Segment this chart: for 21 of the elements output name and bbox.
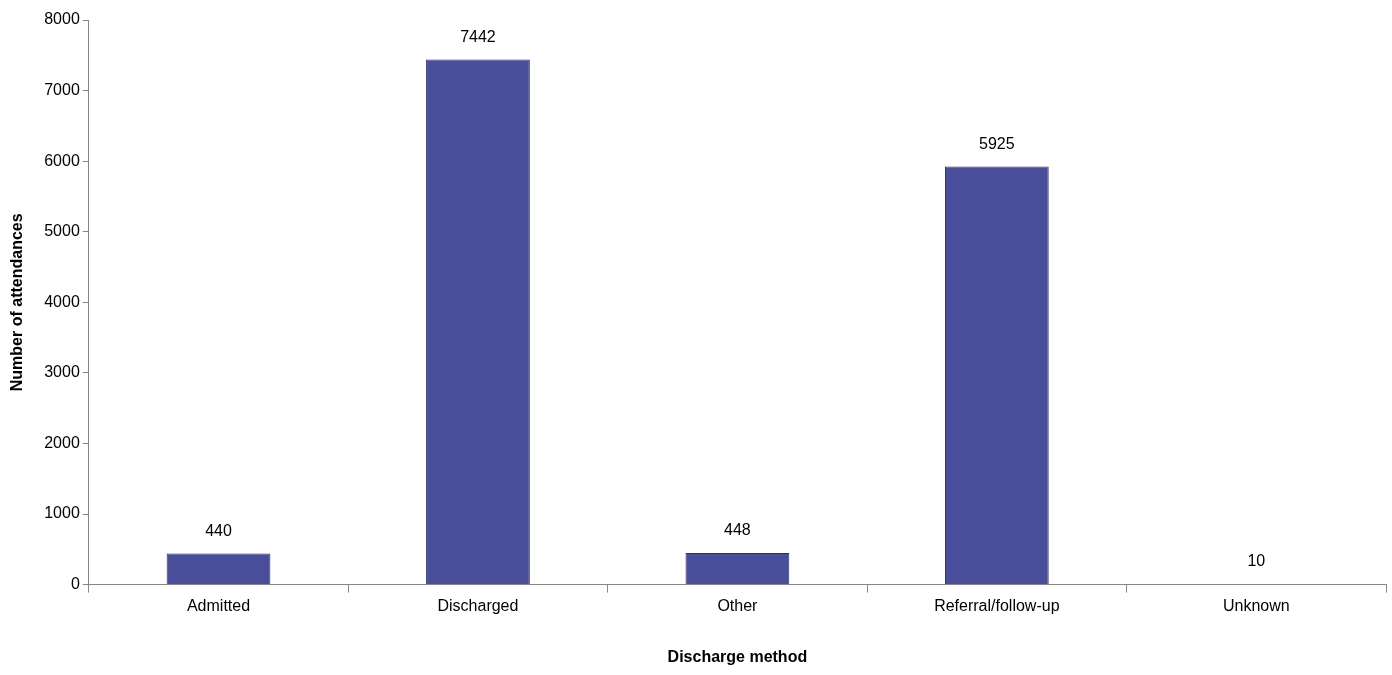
- x-tick-label: Discharged: [437, 596, 519, 614]
- data-label: 5925: [979, 134, 1015, 152]
- y-tick-label: 8000: [44, 10, 80, 28]
- y-tick-label: 2000: [44, 433, 80, 451]
- x-tick-label: Unknown: [1222, 596, 1290, 614]
- y-tick-label: 6000: [44, 151, 80, 169]
- x-axis-title: Discharge method: [667, 647, 808, 665]
- y-tick-label: 0: [70, 575, 80, 593]
- x-tick-label: Referral/follow-up: [934, 596, 1060, 614]
- y-tick-label: 3000: [44, 363, 80, 381]
- y-tick-label: 1000: [44, 504, 80, 522]
- y-tick-label: 7000: [44, 80, 80, 98]
- x-tick-label: Admitted: [186, 596, 251, 614]
- y-axis-title: Number of attendances: [8, 213, 26, 392]
- data-label: 10: [1247, 552, 1266, 570]
- y-tick-label: 5000: [44, 222, 80, 240]
- data-label: 440: [205, 521, 232, 539]
- y-tick-label: 4000: [44, 292, 80, 310]
- data-label: 7442: [460, 27, 496, 45]
- x-tick-label: Other: [717, 596, 759, 614]
- data-label: 448: [724, 521, 751, 539]
